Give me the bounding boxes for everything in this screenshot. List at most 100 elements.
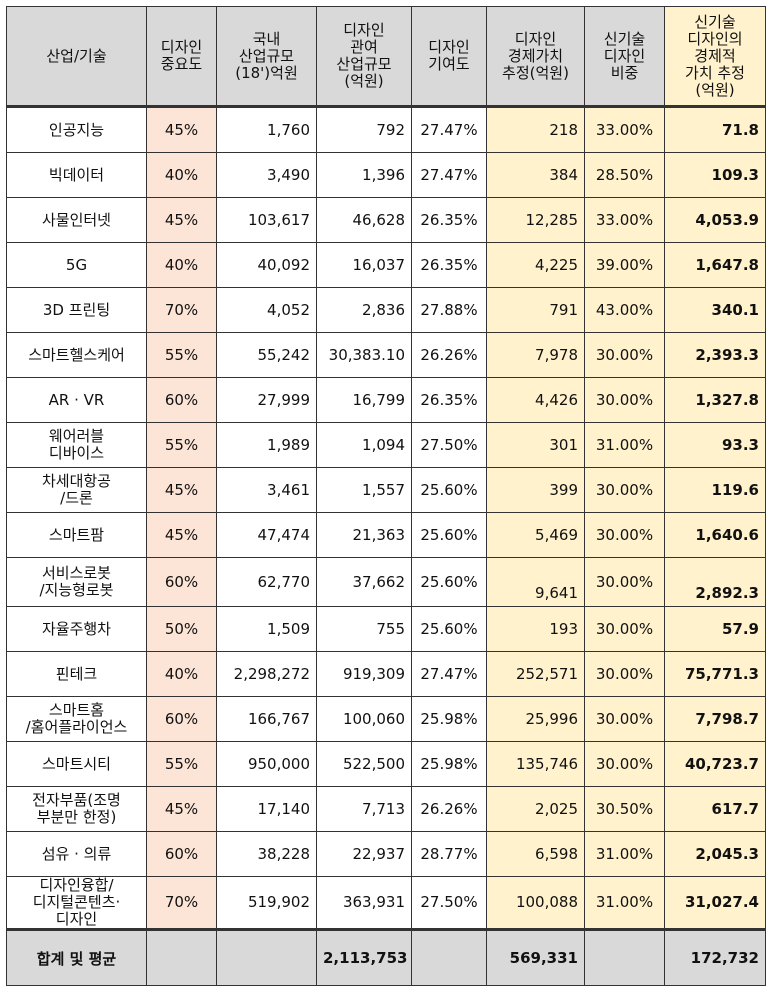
cell-contribution: 26.26% [411,332,487,378]
cell-contribution: 25.60% [411,467,487,513]
cell-design-value: 9,641 [486,557,585,607]
cell-contribution: 27.47% [411,651,487,697]
cell-design-value: 6,598 [486,831,585,877]
header-industry-size: 국내 산업규모 (18')억원 [216,6,317,108]
table-row: 5G 40% 40,092 16,037 26.35% 4,225 39.00% 1,647.… [6,242,766,288]
cell-importance: 40% [146,152,217,198]
cell-importance: 70% [146,287,217,333]
table-row: 사물인터넷 45% 103,617 46,628 26.35% 12,285 33.00% 4… [6,197,766,243]
table-row: 스마트헬스케어 55% 55,242 30,383.10 26.26% 7,978 30.0… [6,332,766,378]
cell-design-size: 755 [316,606,412,652]
cell-industry: 스마트헬스케어 [6,332,147,378]
cell-design-size: 46,628 [316,197,412,243]
table-row: 차세대항공 /드론 45% 3,461 1,557 25.60% 399 30.00% 119… [6,467,766,513]
cell-importance: 55% [146,422,217,468]
cell-importance: 45% [146,197,217,243]
table-row: 빅데이터 40% 3,490 1,396 27.47% 384 28.50% 109.3 [6,152,766,198]
cell-share: 30.50% [584,786,665,832]
cell-contribution: 27.47% [411,106,487,153]
cell-total: 119.6 [664,467,766,513]
cell-industry: 사물인터넷 [6,197,147,243]
cell-importance: 45% [146,467,217,513]
cell-design-size: 1,396 [316,152,412,198]
table-row: 자율주행차 50% 1,509 755 25.60% 193 30.00% 57.9 [6,606,766,652]
header-design-value: 디자인 경제가치 추정(억원) [486,6,585,108]
cell-importance: 50% [146,606,217,652]
table-row: 3D 프린팅 70% 4,052 2,836 27.88% 791 43.00% 340.1 [6,287,766,333]
cell-industry-size: 166,767 [216,696,317,742]
cell-contribution: 27.50% [411,876,487,930]
cell-industry-size: 950,000 [216,741,317,787]
cell-industry: 3D 프린팅 [6,287,147,333]
cell-share: 31.00% [584,422,665,468]
cell-share: 30.00% [584,606,665,652]
cell-industry: 인공지능 [6,106,147,153]
footer-empty-contribution [411,928,487,986]
cell-share: 30.00% [584,512,665,558]
cell-design-value: 218 [486,106,585,153]
cell-importance: 60% [146,696,217,742]
cell-share: 33.00% [584,197,665,243]
cell-design-value: 12,285 [486,197,585,243]
cell-total: 2,393.3 [664,332,766,378]
cell-industry-size: 1,760 [216,106,317,153]
cell-total: 1,647.8 [664,242,766,288]
cell-industry: 웨어러블 디바이스 [6,422,147,468]
cell-industry-size: 4,052 [216,287,317,333]
footer-total: 172,732 [664,928,766,986]
cell-total: 75,771.3 [664,651,766,697]
cell-share: 30.00% [584,741,665,787]
cell-total: 109.3 [664,152,766,198]
cell-total: 40,723.7 [664,741,766,787]
cell-design-size: 22,937 [316,831,412,877]
table-row: 핀테크 40% 2,298,272 919,309 27.47% 252,571 30.00… [6,651,766,697]
cell-industry: AR · VR [6,377,147,423]
cell-industry-size: 38,228 [216,831,317,877]
cell-industry: 5G [6,242,147,288]
cell-design-size: 919,309 [316,651,412,697]
cell-share: 30.00% [584,467,665,513]
table-row: 전자부품(조명 부분만 한정) 45% 17,140 7,713 26.26% 2,025… [6,786,766,832]
cell-total: 1,640.6 [664,512,766,558]
cell-industry-size: 40,092 [216,242,317,288]
cell-design-size: 37,662 [316,557,412,607]
cell-industry-size: 47,474 [216,512,317,558]
cell-importance: 55% [146,332,217,378]
cell-design-size: 16,037 [316,242,412,288]
cell-total: 4,053.9 [664,197,766,243]
cell-industry: 섬유 · 의류 [6,831,147,877]
cell-design-size: 7,713 [316,786,412,832]
cell-design-value: 301 [486,422,585,468]
cell-industry: 디자인융합/ 디지털콘텐츠· 디자인 [6,876,147,930]
header-total: 신기술 디자인의 경제적 가치 추정 (억원) [664,6,766,108]
cell-industry-size: 1,509 [216,606,317,652]
cell-design-size: 1,557 [316,467,412,513]
table-row: AR · VR 60% 27,999 16,799 26.35% 4,426 30.00% 1… [6,377,766,423]
table-row: 인공지능 45% 1,760 792 27.47% 218 33.00% 71.8 [6,106,766,153]
cell-share: 30.00% [584,332,665,378]
cell-contribution: 27.88% [411,287,487,333]
cell-contribution: 25.98% [411,741,487,787]
cell-industry-size: 17,140 [216,786,317,832]
cell-industry-size: 62,770 [216,557,317,607]
header-contribution: 디자인 기여도 [411,6,487,108]
table-row: 디자인융합/ 디지털콘텐츠· 디자인 70% 519,902 363,931 27.50… [6,876,766,930]
cell-importance: 60% [146,557,217,607]
table-row: 섬유 · 의류 60% 38,228 22,937 28.77% 6,598 31.00% 2… [6,831,766,877]
cell-total: 7,798.7 [664,696,766,742]
cell-design-size: 522,500 [316,741,412,787]
cell-design-size: 16,799 [316,377,412,423]
cell-industry: 서비스로봇 /지능형로봇 [6,557,147,607]
cell-contribution: 26.35% [411,197,487,243]
cell-total: 2,045.3 [664,831,766,877]
cell-design-value: 252,571 [486,651,585,697]
cell-contribution: 26.35% [411,242,487,288]
footer-design-size: 2,113,753 [316,928,412,986]
cell-contribution: 25.60% [411,512,487,558]
cell-design-value: 100,088 [486,876,585,930]
cell-contribution: 28.77% [411,831,487,877]
cell-share: 31.00% [584,876,665,930]
cell-share: 30.00% [584,696,665,742]
cell-total: 31,027.4 [664,876,766,930]
header-importance: 디자인 중요도 [146,6,217,108]
